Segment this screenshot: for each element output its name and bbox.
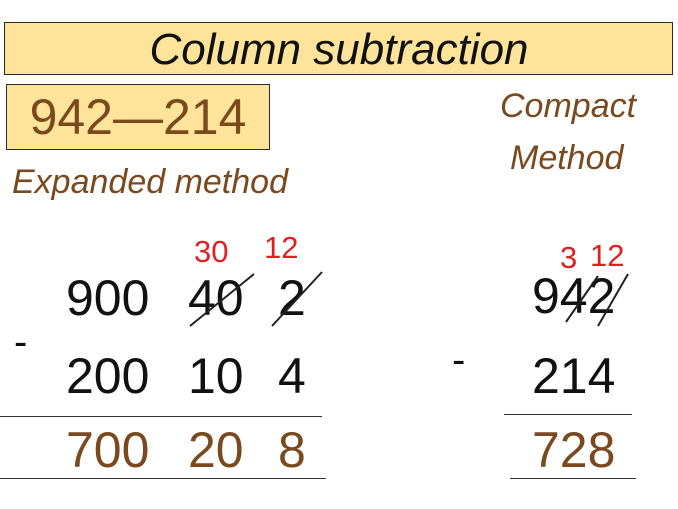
expanded-answer-tens: 20 — [188, 422, 244, 478]
compact-top-rule — [504, 414, 632, 415]
expanded-row1-tens: 40 — [188, 270, 244, 326]
expanded-row1-ones: 2 — [278, 270, 306, 326]
problem-box — [6, 84, 270, 150]
compact-bottom-rule — [510, 478, 636, 479]
problem-expression: 942—214 — [29, 89, 247, 145]
page-title: Column subtraction — [149, 25, 529, 74]
strike-expanded-tens — [189, 273, 255, 327]
compact-row1: 942 — [532, 268, 616, 324]
title-box — [4, 22, 673, 75]
compact-method-label-line1: Compact — [500, 87, 637, 125]
strike-compact-ones — [597, 273, 629, 327]
compact-method-label-line2: Method — [510, 139, 624, 177]
expanded-answer-ones: 8 — [278, 422, 306, 478]
compact-minus-sign: - — [452, 338, 466, 382]
expanded-method-label: Expanded method — [12, 163, 288, 201]
strike-expanded-ones — [271, 271, 323, 327]
compact-carry-tens: 3 — [560, 240, 578, 275]
expanded-row1-hundreds: 900 — [66, 270, 150, 326]
compact-answer: 728 — [532, 422, 616, 478]
compact-carry-ones: 12 — [590, 238, 625, 273]
expanded-row2-hundreds: 200 — [66, 348, 150, 404]
expanded-top-rule — [0, 416, 322, 417]
expanded-row2-ones: 4 — [278, 348, 306, 404]
expanded-answer-hundreds: 700 — [66, 422, 150, 478]
expanded-carry-ones: 12 — [264, 230, 299, 265]
expanded-minus-sign: - — [14, 320, 28, 364]
expanded-row2-tens: 10 — [188, 348, 244, 404]
expanded-carry-tens: 30 — [194, 234, 229, 269]
compact-row2: 214 — [532, 348, 616, 404]
strike-compact-tens — [565, 275, 599, 323]
expanded-bottom-rule — [0, 478, 326, 479]
